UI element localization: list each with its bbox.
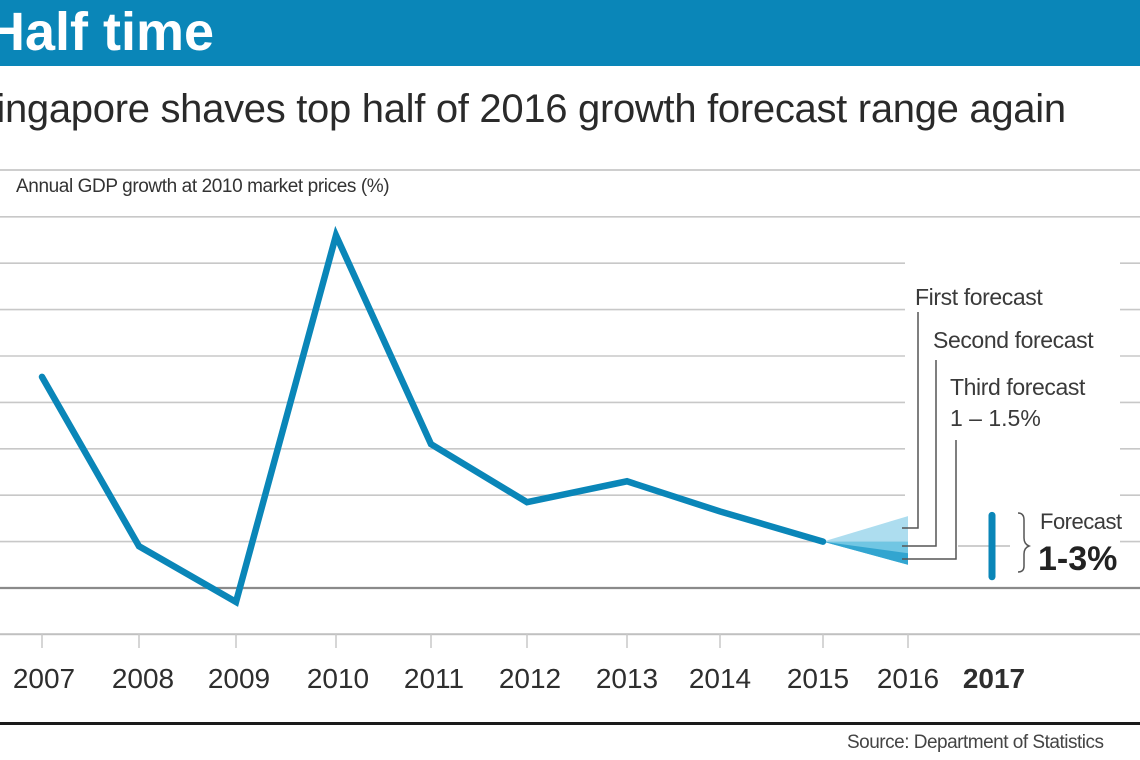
forecast-label-1: First forecast [915, 284, 1043, 310]
bottom-rule [0, 722, 1140, 725]
header-banner: Half time [0, 0, 1140, 66]
chart-subtitle: Singapore shaves top half of 2016 growth… [0, 87, 1066, 131]
x-tick-label: 2016 [877, 663, 939, 694]
chart-headline: Half time [0, 2, 215, 62]
forecast-annotations: First forecast Second forecast Third forec… [915, 284, 1122, 581]
x-tick-label: 2017 [963, 663, 1025, 694]
x-tick-label: 2014 [689, 663, 751, 694]
leader-line-2 [902, 360, 937, 547]
forecast-leaders [902, 312, 1010, 560]
forecast-label-2: Second forecast [933, 327, 1094, 353]
forecast-label-3: Third forecast [950, 374, 1086, 400]
x-tick-label: 2013 [596, 663, 658, 694]
x-tick-label: 2008 [112, 663, 174, 694]
leader-line-1 [902, 312, 919, 529]
x-tick-label: 2010 [307, 663, 369, 694]
leader-line-3 [902, 440, 957, 560]
forecast-2017-range: 1-3% [1038, 540, 1117, 578]
forecast-fan-2016 [823, 516, 908, 565]
gdp-growth-line [38, 225, 827, 607]
brace-icon [1017, 512, 1032, 573]
forecast-2017-label: Forecast [1040, 509, 1122, 534]
x-tick-label: 2007 [13, 663, 75, 694]
source-note: Source: Department of Statistics [847, 732, 1104, 753]
third-forecast-range: 1 – 1.5% [950, 405, 1041, 431]
x-tick-label: 2015 [787, 663, 849, 694]
x-tick-label: 2012 [499, 663, 561, 694]
x-tick-label: 2011 [404, 663, 464, 694]
x-tick-label: 2009 [208, 663, 270, 694]
forecast-band-3 [823, 541, 908, 565]
gdp-series [38, 225, 827, 607]
x-axis: 2007 2008 2009 2010 2011 2012 2013 2014 2015 2016… [0, 633, 1140, 694]
y-axis-title: Annual GDP growth at 2010 market prices … [16, 176, 390, 197]
